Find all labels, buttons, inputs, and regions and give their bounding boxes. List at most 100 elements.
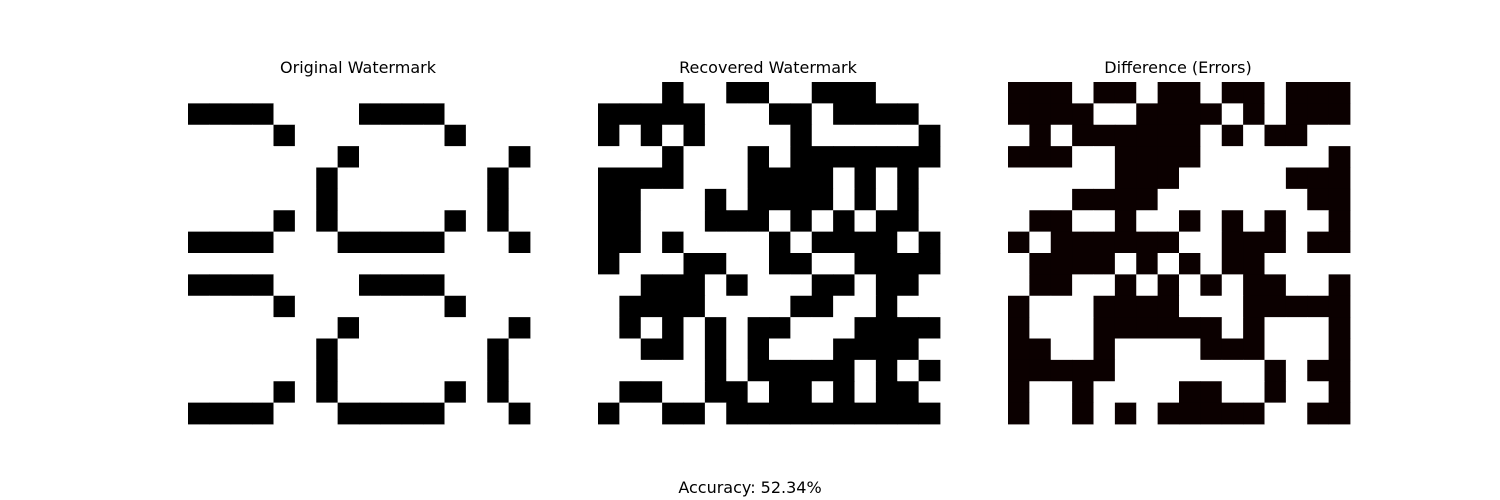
heatmap-cell bbox=[1029, 295, 1052, 318]
heatmap-cell bbox=[1200, 338, 1223, 361]
heatmap-cell bbox=[380, 338, 403, 361]
heatmap-cell bbox=[337, 231, 360, 254]
heatmap-cell bbox=[1029, 338, 1052, 361]
heatmap-cell bbox=[188, 274, 210, 297]
heatmap-cell bbox=[1221, 317, 1244, 339]
heatmap-cell bbox=[769, 381, 791, 404]
heatmap-cell bbox=[316, 317, 339, 339]
heatmap-cell bbox=[294, 210, 317, 233]
heatmap-cell bbox=[1285, 167, 1308, 190]
heatmap-cell bbox=[683, 167, 706, 190]
heatmap-cell bbox=[1157, 274, 1180, 297]
heatmap-cell bbox=[726, 82, 749, 104]
heatmap-cell bbox=[1050, 295, 1073, 318]
heatmap-cell bbox=[1008, 317, 1030, 339]
heatmap-cell bbox=[401, 338, 424, 361]
heatmap-cell bbox=[790, 253, 813, 275]
heatmap-cell bbox=[640, 295, 663, 318]
heatmap-cell bbox=[619, 381, 642, 404]
heatmap-cell bbox=[662, 402, 684, 425]
heatmap-cell bbox=[380, 381, 403, 404]
heatmap-cell bbox=[487, 167, 510, 190]
heatmap-cell bbox=[726, 231, 749, 254]
heatmap-cell bbox=[273, 210, 296, 233]
heatmap-cell bbox=[316, 82, 339, 104]
heatmap-cell bbox=[359, 295, 381, 318]
heatmap-cell bbox=[508, 359, 531, 382]
heatmap-cell bbox=[1072, 402, 1094, 425]
heatmap-cell bbox=[188, 295, 210, 318]
heatmap-cell bbox=[444, 210, 467, 233]
heatmap-cell bbox=[465, 124, 488, 147]
heatmap-cell bbox=[1264, 402, 1287, 425]
heatmap-cell bbox=[833, 338, 855, 361]
heatmap-cell bbox=[619, 210, 642, 233]
heatmap-cell bbox=[1200, 146, 1223, 168]
heatmap-cell bbox=[273, 253, 296, 275]
panel-title-recovered: Recovered Watermark bbox=[679, 58, 857, 77]
heatmap-cell bbox=[209, 103, 232, 126]
heatmap-cell bbox=[1221, 124, 1244, 147]
heatmap-cell bbox=[1029, 210, 1052, 233]
heatmap-cell bbox=[854, 253, 877, 275]
heatmap-cell bbox=[1072, 146, 1094, 168]
heatmap-cell bbox=[465, 295, 488, 318]
heatmap-cell bbox=[508, 124, 531, 147]
heatmap-cell bbox=[662, 82, 684, 104]
heatmap-cell bbox=[619, 124, 642, 147]
heatmap-cell bbox=[1050, 167, 1073, 190]
heatmap-cell bbox=[1093, 381, 1116, 404]
heatmap-cell bbox=[1221, 82, 1244, 104]
heatmap-cell bbox=[465, 317, 488, 339]
heatmap-cell bbox=[1136, 317, 1159, 339]
heatmap-cell bbox=[1179, 274, 1201, 297]
heatmap-cell bbox=[790, 231, 813, 254]
heatmap-cell bbox=[359, 146, 381, 168]
heatmap-cell bbox=[188, 253, 210, 275]
heatmap-cell bbox=[1008, 381, 1030, 404]
heatmap-cell bbox=[811, 295, 834, 318]
heatmap-cell bbox=[508, 82, 531, 104]
heatmap-cell bbox=[1243, 253, 1265, 275]
heatmap-cell bbox=[875, 167, 898, 190]
heatmap-cell bbox=[683, 359, 706, 382]
heatmap-cell bbox=[598, 253, 620, 275]
heatmap-cell bbox=[662, 103, 684, 126]
heatmap-cell bbox=[790, 295, 813, 318]
heatmap-cell bbox=[1050, 124, 1073, 147]
heatmap-cell bbox=[683, 146, 706, 168]
heatmap-cell bbox=[918, 167, 941, 190]
heatmap-cell bbox=[769, 338, 791, 361]
heatmap-cell bbox=[230, 253, 253, 275]
heatmap-cell bbox=[619, 274, 642, 297]
heatmap-cell bbox=[1072, 295, 1094, 318]
heatmap-cell bbox=[1008, 210, 1030, 233]
heatmap-cell bbox=[747, 167, 770, 190]
heatmap-cell bbox=[465, 82, 488, 104]
heatmap-cell bbox=[444, 253, 467, 275]
heatmap-cell bbox=[918, 253, 941, 275]
heatmap-cell bbox=[1114, 146, 1137, 168]
heatmap-cell bbox=[1008, 146, 1030, 168]
heatmap-cell bbox=[769, 295, 791, 318]
heatmap-cell bbox=[230, 381, 253, 404]
heatmap-cell bbox=[294, 231, 317, 254]
heatmap-cell bbox=[1243, 103, 1265, 126]
heatmap-cell bbox=[1285, 188, 1308, 211]
heatmap-cell bbox=[337, 402, 360, 425]
heatmap-cell bbox=[188, 82, 210, 104]
heatmap-cell bbox=[875, 146, 898, 168]
heatmap-cell bbox=[1157, 82, 1180, 104]
heatmap-cell bbox=[747, 402, 770, 425]
heatmap-cell bbox=[1029, 274, 1052, 297]
heatmap-cell bbox=[790, 167, 813, 190]
heatmap-cell bbox=[897, 317, 920, 339]
heatmap-cell bbox=[230, 82, 253, 104]
heatmap-cell bbox=[508, 381, 531, 404]
heatmap-cell bbox=[726, 188, 749, 211]
heatmap-cell bbox=[508, 402, 531, 425]
heatmap-cell bbox=[1029, 167, 1052, 190]
heatmap-cell bbox=[619, 253, 642, 275]
heatmap-cell bbox=[598, 103, 620, 126]
heatmap-cell bbox=[209, 338, 232, 361]
